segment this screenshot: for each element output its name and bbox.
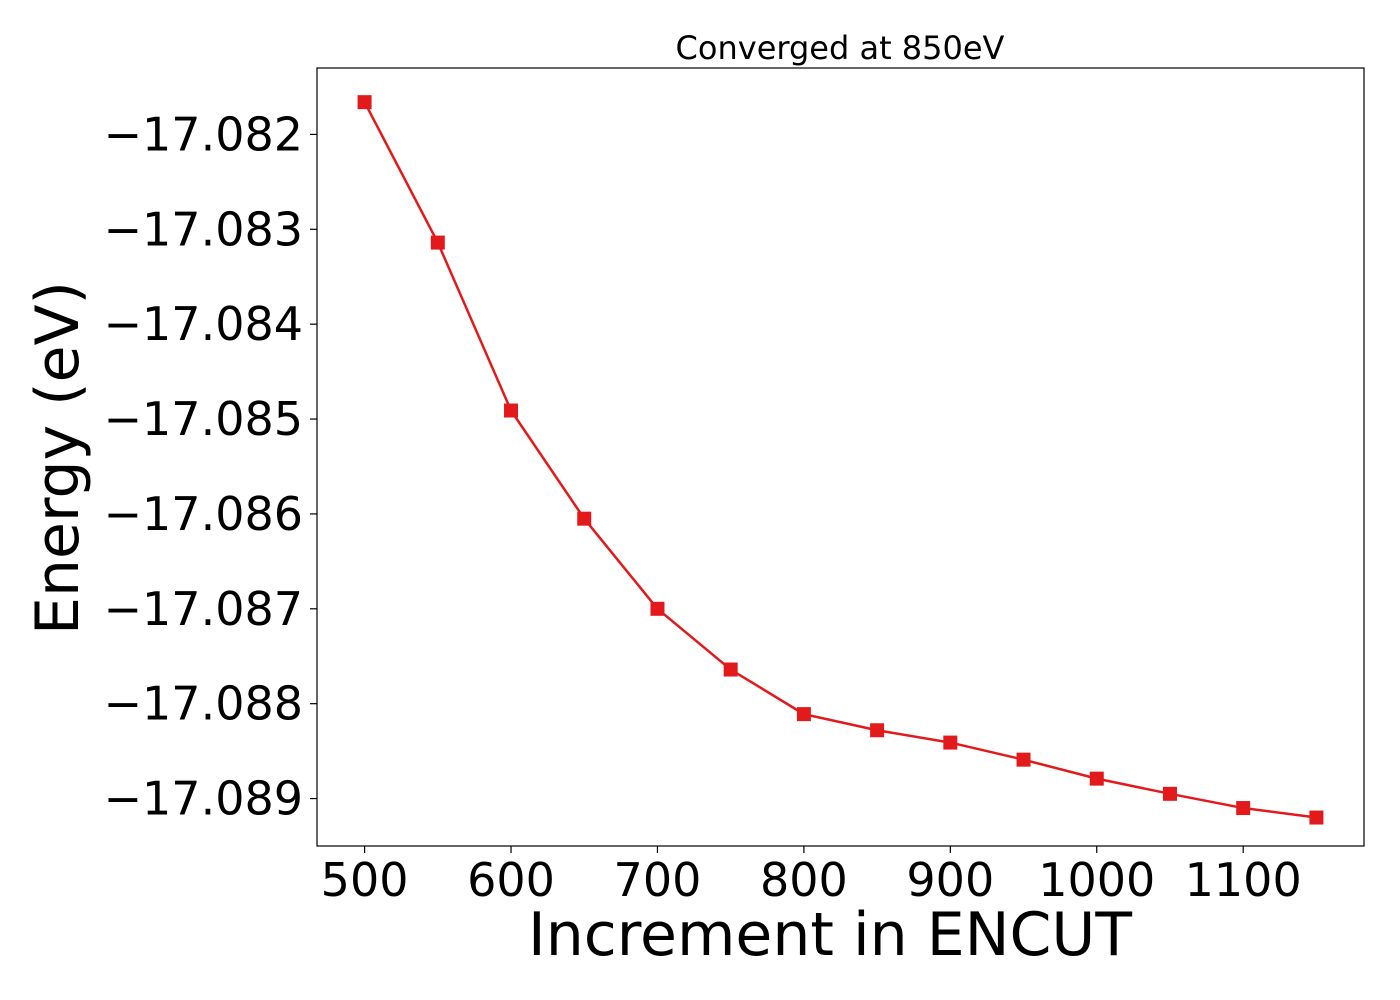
chart-title: Converged at 850eV bbox=[676, 29, 1005, 67]
x-tick-label: 900 bbox=[906, 853, 994, 907]
y-tick-label: −17.085 bbox=[104, 392, 304, 446]
x-tick-label: 700 bbox=[614, 853, 702, 907]
data-point-marker bbox=[870, 723, 885, 738]
data-point-marker bbox=[430, 235, 445, 250]
data-point-marker bbox=[504, 403, 519, 418]
x-axis-ticks: 500 600 700 800 900 1000 1100 bbox=[321, 846, 1302, 907]
y-tick-label: −17.088 bbox=[104, 677, 304, 731]
y-tick-label: −17.087 bbox=[104, 582, 304, 636]
series-line bbox=[363, 101, 1317, 819]
data-point-marker bbox=[577, 511, 592, 526]
data-point-marker bbox=[1236, 801, 1251, 816]
data-point-marker bbox=[1162, 786, 1177, 801]
y-tick-label: −17.089 bbox=[104, 772, 304, 826]
plot-frame bbox=[316, 67, 1365, 847]
data-point-marker bbox=[796, 707, 811, 722]
data-point-marker bbox=[650, 601, 665, 616]
x-tick-label: 500 bbox=[321, 853, 409, 907]
data-point-marker bbox=[1309, 810, 1324, 825]
x-tick-label: 800 bbox=[760, 853, 848, 907]
plot-series bbox=[357, 95, 1324, 825]
y-axis-ticks: −17.082 −17.083 −17.084 −17.085 −17.086 −17.0… bbox=[104, 107, 317, 826]
x-axis-label: Increment in ENCUT bbox=[528, 900, 1132, 970]
y-tick-label: −17.082 bbox=[104, 107, 304, 161]
y-tick-label: −17.083 bbox=[104, 202, 304, 256]
data-point-marker bbox=[1089, 771, 1104, 786]
x-tick-label: 600 bbox=[467, 853, 555, 907]
data-point-marker bbox=[943, 735, 958, 750]
y-tick-label: −17.086 bbox=[104, 487, 304, 541]
data-point-marker bbox=[1016, 752, 1031, 767]
y-axis-label: Energy (eV) bbox=[23, 281, 93, 635]
data-point-marker bbox=[357, 95, 372, 110]
data-point-marker bbox=[723, 662, 738, 677]
x-tick-label: 1000 bbox=[1038, 853, 1155, 907]
x-tick-label: 1100 bbox=[1185, 853, 1302, 907]
y-tick-label: −17.084 bbox=[104, 297, 304, 351]
